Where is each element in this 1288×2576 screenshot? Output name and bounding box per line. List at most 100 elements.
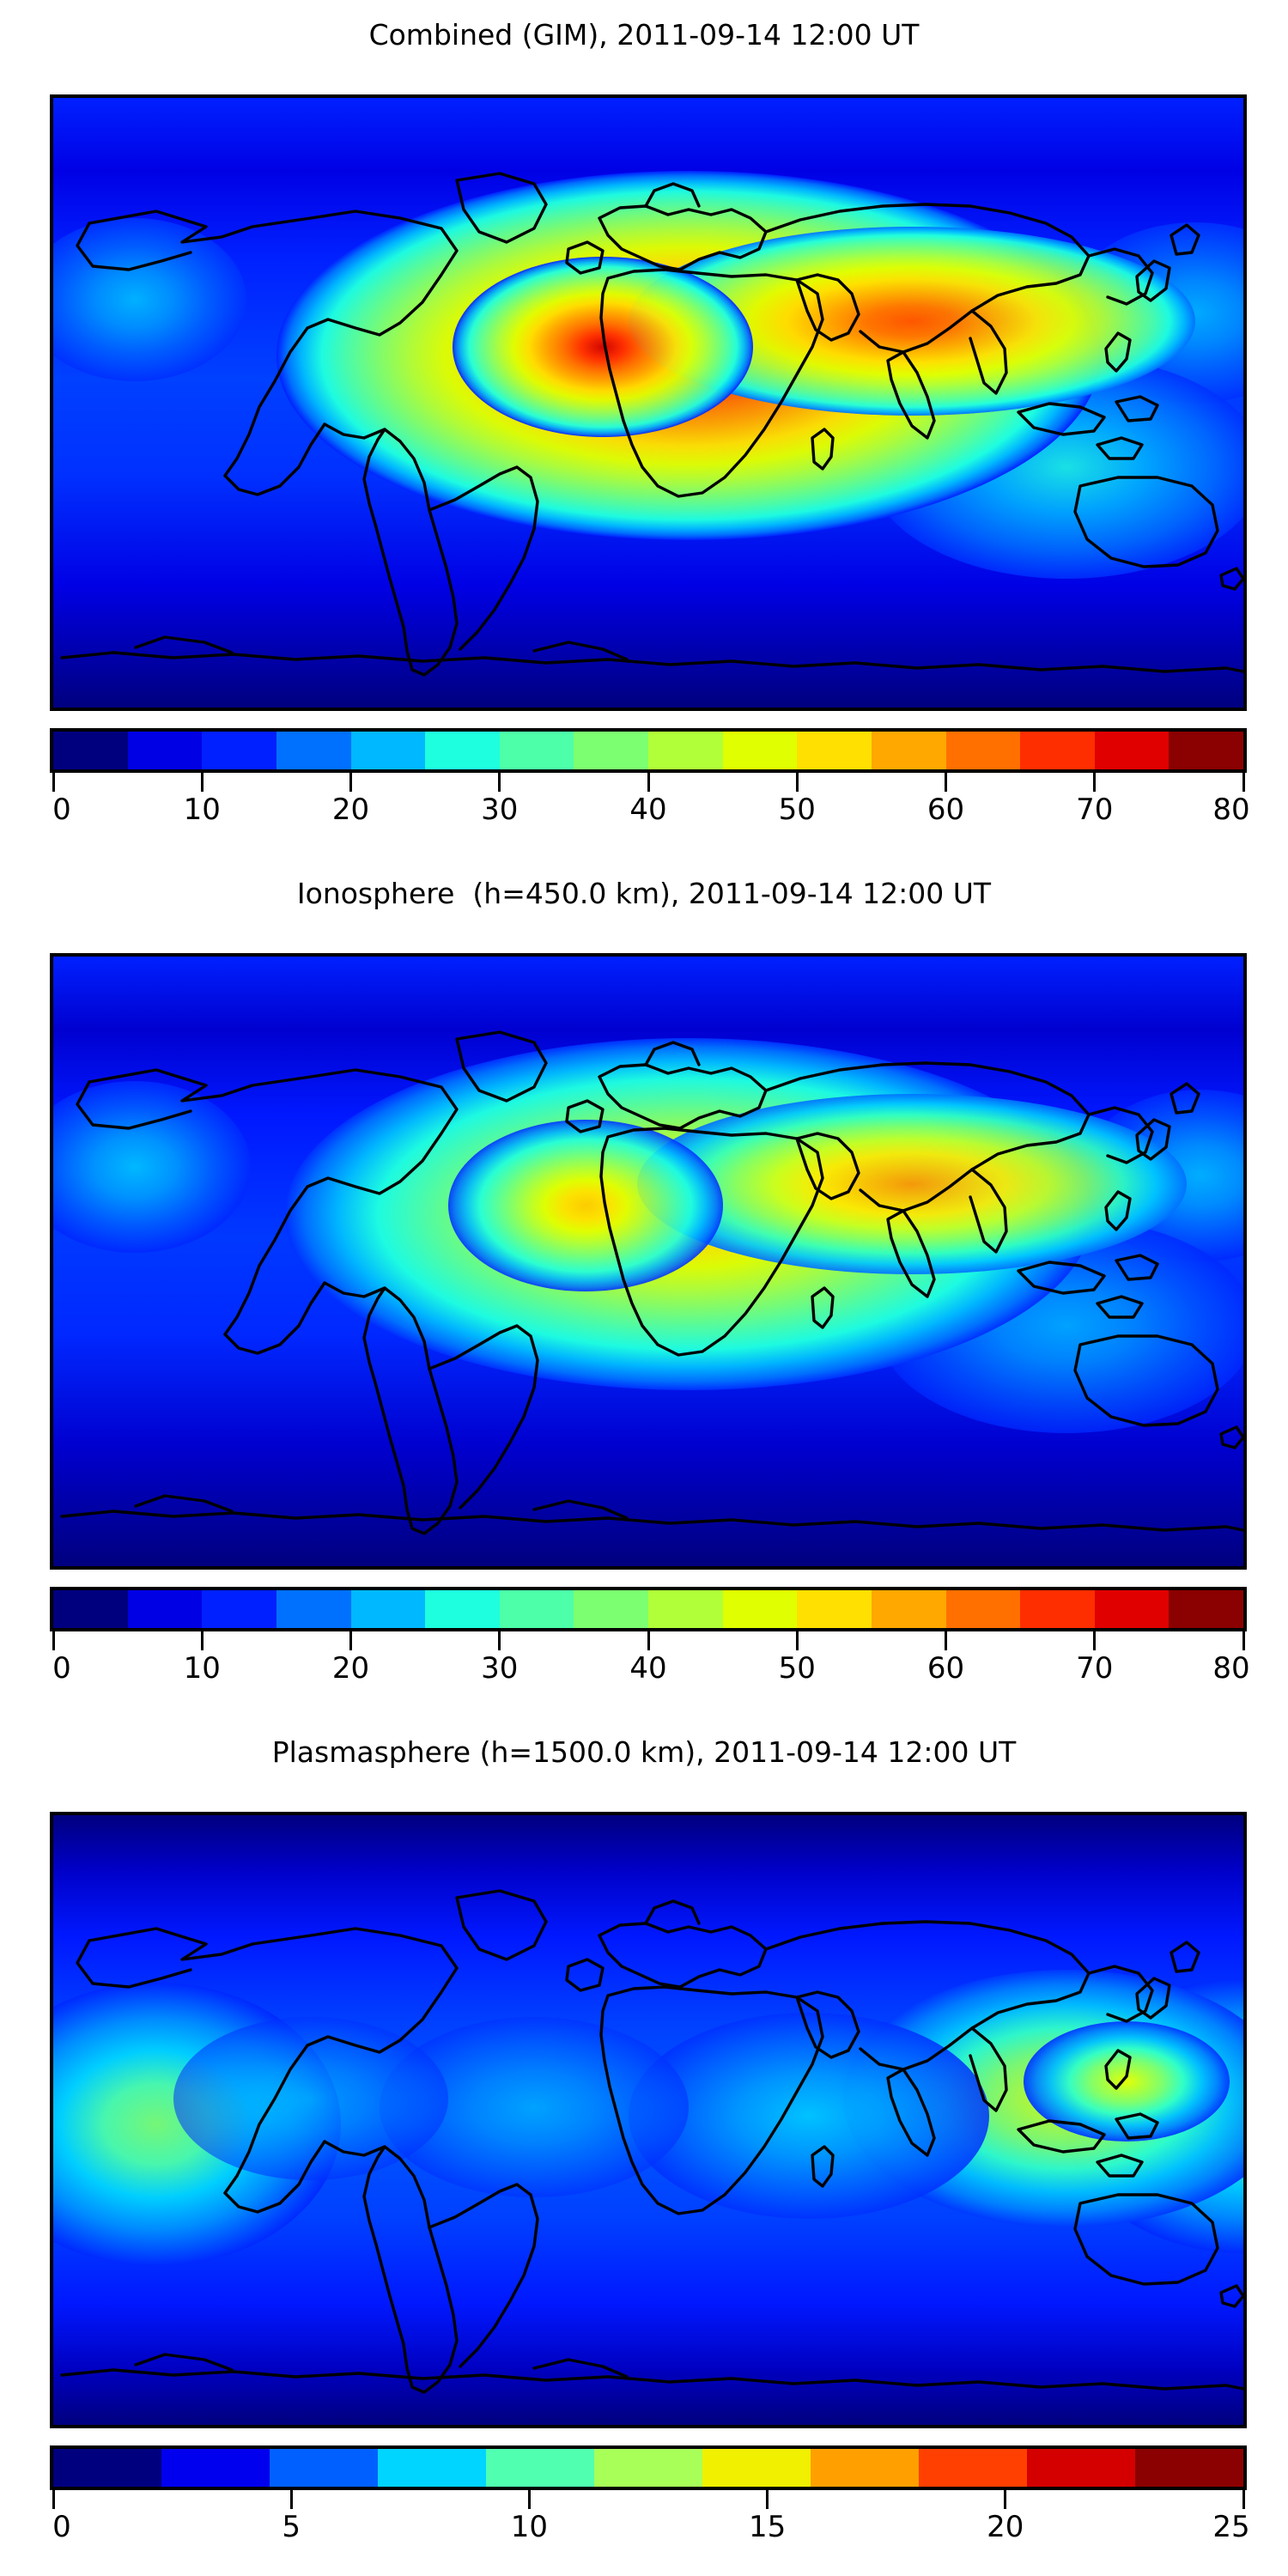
colorbar-segment [425, 1590, 500, 1628]
colorbar-segment [53, 2449, 161, 2487]
colorbar-segment [1020, 732, 1095, 769]
colorbar-segment [202, 732, 276, 769]
colorbar-tick-label: 40 [629, 793, 667, 827]
colorbar-segment [797, 1590, 872, 1628]
colorbar-tick [52, 773, 55, 792]
colorbar-segment [702, 2449, 811, 2487]
colorbar-segment [722, 1590, 798, 1628]
colorbar-segment [945, 732, 1021, 769]
colorbar-tick [1093, 773, 1097, 792]
colorbar-segment [350, 732, 426, 769]
colorbar-segment [648, 732, 723, 769]
colorbar-tick-label: 25 [1212, 2510, 1250, 2544]
colorbar-plasmasphere-bar [50, 2445, 1247, 2490]
colorbar-tick [795, 1631, 799, 1650]
map-combined-svg [53, 98, 1243, 708]
colorbar-tick [527, 2490, 531, 2509]
colorbar-tick [349, 1631, 352, 1650]
colorbar-tick-label: 50 [778, 793, 816, 827]
colorbar-tick-label: 10 [510, 2510, 549, 2544]
colorbar-tick [1093, 1631, 1097, 1650]
colorbar-tick [1004, 2490, 1007, 2509]
colorbar-tick [945, 1631, 947, 1650]
colorbar-tick [1242, 773, 1245, 792]
colorbar-segment [811, 2449, 919, 2487]
colorbar-tick [289, 2490, 293, 2509]
colorbar-tick-label: 30 [481, 1651, 519, 1686]
colorbar-segment [276, 732, 351, 769]
map-plasmasphere-svg [53, 1815, 1243, 2425]
map-plasmasphere-canvas [53, 1815, 1243, 2425]
colorbar-ionosphere-bar [50, 1587, 1247, 1631]
colorbar-plasmasphere: 0 5 10 15 20 25 [50, 2445, 1250, 2550]
colorbar-segment [574, 732, 648, 769]
colorbar-segment [871, 732, 946, 769]
colorbar-tick-label: 20 [331, 793, 370, 827]
colorbar-segment [1020, 1590, 1095, 1628]
colorbar-ionosphere-labels: 0 10 20 30 40 50 60 70 80 [50, 1651, 1250, 1692]
colorbar-tick-label: 80 [1212, 793, 1250, 827]
colorbar-tick [200, 773, 204, 792]
colorbar-tick [945, 773, 947, 792]
colorbar-tick-label: 5 [282, 2510, 301, 2544]
map-ionosphere-svg [53, 957, 1243, 1566]
colorbar-combined: 0 10 20 30 40 50 60 70 80 [50, 728, 1250, 833]
colorbar-tick-label: 60 [927, 793, 965, 827]
colorbar-tick-label: 20 [987, 2510, 1024, 2544]
map-combined [50, 94, 1247, 711]
colorbar-segment [161, 2449, 270, 2487]
colorbar-tick-label: 70 [1076, 1651, 1114, 1686]
colorbar-tick [52, 1631, 55, 1650]
colorbar-segment [499, 732, 574, 769]
colorbar-segment [127, 732, 203, 769]
colorbar-combined-labels: 0 10 20 30 40 50 60 70 80 [50, 793, 1250, 833]
colorbar-tick [200, 1631, 204, 1650]
colorbar-tick [498, 773, 501, 792]
colorbar-segment [425, 732, 500, 769]
colorbar-tick-label: 40 [629, 1651, 667, 1686]
colorbar-segment [648, 1590, 723, 1628]
colorbar-segment [378, 2449, 486, 2487]
colorbar-tick-label: 30 [481, 793, 519, 827]
colorbar-tick-label: 15 [748, 2510, 787, 2544]
colorbar-segment [945, 1590, 1021, 1628]
colorbar-combined-ticks [50, 773, 1247, 795]
map-plasmasphere [50, 1812, 1247, 2428]
colorbar-tick [766, 2490, 769, 2509]
colorbar-segment [594, 2449, 702, 2487]
colorbar-segment [574, 1590, 648, 1628]
colorbar-tick [647, 1631, 650, 1650]
map-combined-canvas [53, 98, 1243, 708]
colorbar-segment [276, 1590, 351, 1628]
colorbar-tick-label: 0 [52, 1651, 71, 1686]
panel-title-ionosphere: Ionosphere (h=450.0 km), 2011-09-14 12:0… [296, 877, 992, 910]
colorbar-tick-label: 60 [927, 1651, 965, 1686]
colorbar-segment [270, 2449, 378, 2487]
colorbar-combined-bar [50, 728, 1247, 773]
colorbar-ionosphere-ticks [50, 1631, 1247, 1654]
colorbar-segment [53, 1590, 128, 1628]
colorbar-plasmasphere-ticks [50, 2490, 1247, 2512]
colorbar-segment [127, 1590, 203, 1628]
colorbar-tick-label: 80 [1212, 1651, 1250, 1686]
colorbar-segment [919, 2449, 1027, 2487]
colorbar-segment [499, 1590, 574, 1628]
colorbar-tick-label: 20 [331, 1651, 370, 1686]
colorbar-segment [1094, 732, 1170, 769]
colorbar-tick [52, 2490, 55, 2509]
map-ionosphere-canvas [53, 957, 1243, 1566]
colorbar-segment [1169, 732, 1243, 769]
colorbar-segment [350, 1590, 426, 1628]
colorbar-tick-label: 10 [183, 793, 221, 827]
colorbar-tick-label: 50 [778, 1651, 816, 1686]
colorbar-ionosphere: 0 10 20 30 40 50 60 70 80 [50, 1587, 1250, 1692]
colorbar-tick [1242, 1631, 1245, 1650]
colorbar-segment [1027, 2449, 1135, 2487]
colorbar-segment [1135, 2449, 1243, 2487]
colorbar-tick-label: 70 [1076, 793, 1114, 827]
colorbar-segment [797, 732, 872, 769]
colorbar-segment [53, 732, 128, 769]
colorbar-segment [1169, 1590, 1243, 1628]
colorbar-segment [202, 1590, 276, 1628]
